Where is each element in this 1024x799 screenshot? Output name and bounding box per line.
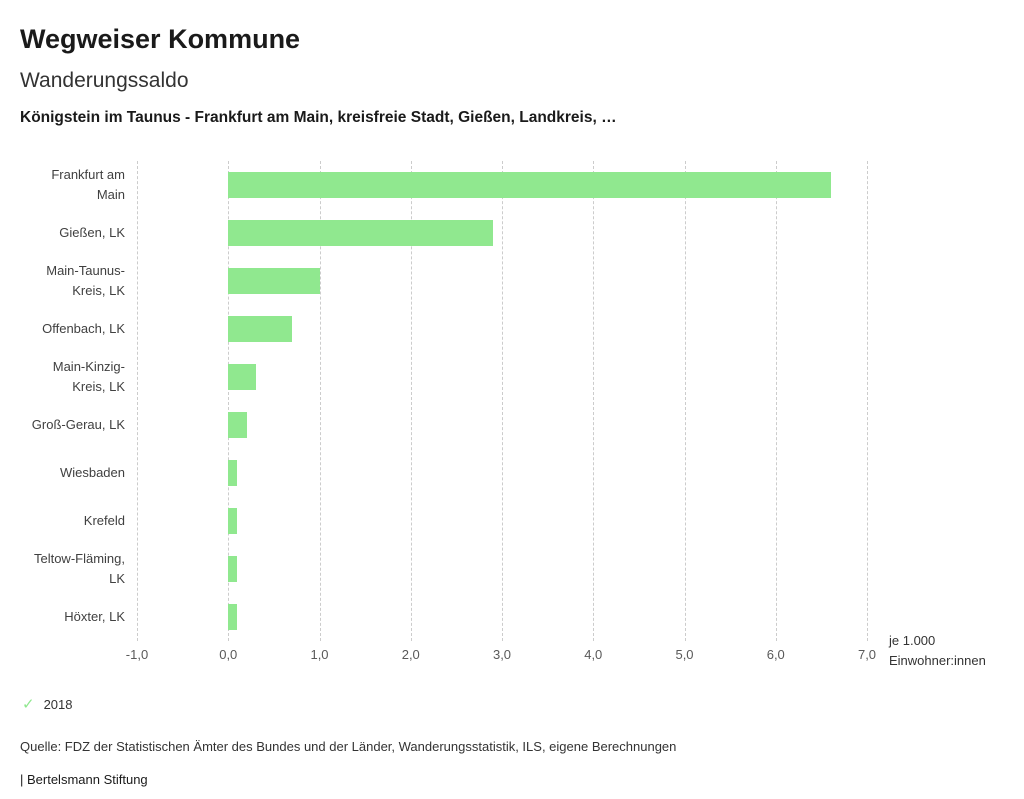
branding: | Bertelsmann Stiftung (20, 772, 148, 787)
bar[interactable] (228, 412, 247, 438)
x-axis-ticks: -1,0 0,0 1,0 2,0 3,0 4,0 5,0 6,0 7,0 (126, 647, 876, 673)
legend-year-label: 2018 (43, 696, 73, 712)
legend-year-toggle[interactable]: ✓ 2018 (22, 695, 73, 713)
gridline (137, 161, 138, 641)
gridline (410, 161, 412, 641)
x-tick-label: 1,0 (310, 647, 329, 662)
category-labels: Frankfurt am Main Gießen, LK Main-Taunus-K… (20, 161, 137, 673)
bar[interactable] (228, 604, 238, 630)
axis-unit-note: je 1.000 Einwohner:innen (889, 631, 986, 673)
gridline (775, 161, 777, 641)
gridline (867, 161, 868, 641)
bar[interactable] (228, 460, 238, 486)
bar[interactable] (228, 220, 493, 246)
category-label: Main-Taunus-Kreis, LK (46, 263, 125, 298)
gridline (228, 161, 230, 641)
gridline (684, 161, 686, 641)
category-label: Offenbach, LK (42, 321, 125, 336)
category-label: Main-Kinzig-Kreis, LK (52, 359, 125, 394)
category-label: Frankfurt am Main (51, 167, 125, 202)
plot-wrap: -1,0 0,0 1,0 2,0 3,0 4,0 5,0 6,0 7,0 (126, 161, 876, 673)
category-label: Gießen, LK (59, 225, 125, 240)
bar[interactable] (228, 172, 831, 198)
plot-area (137, 161, 868, 641)
bar[interactable] (228, 508, 238, 534)
check-icon: ✓ (22, 696, 35, 713)
x-tick-label: 6,0 (766, 647, 785, 662)
gridline (502, 161, 503, 641)
bar[interactable] (228, 316, 293, 342)
bar-chart: Frankfurt am Main Gießen, LK Main-Taunus-K… (20, 161, 1004, 673)
bar[interactable] (228, 268, 320, 294)
chart-title: Wanderungssaldo (20, 69, 189, 92)
category-label: Groß-Gerau, LK (31, 417, 125, 432)
app-title: Wegweiser Kommune (20, 24, 301, 54)
category-label: Teltow-Fläming, LK (33, 551, 125, 586)
x-tick-label: 3,0 (492, 647, 512, 662)
axis-unit-line2: Einwohner:innen (889, 653, 986, 668)
axis-unit-line1: je 1.000 (889, 633, 936, 648)
x-tick-label: 5,0 (675, 647, 694, 662)
chart-subtitle: Königstein im Taunus - Frankfurt am Main… (20, 109, 617, 126)
gridline (319, 161, 321, 641)
category-label: Wiesbaden (59, 465, 125, 480)
bar[interactable] (228, 556, 238, 582)
bar[interactable] (228, 364, 256, 390)
x-tick-label: 4,0 (584, 647, 603, 662)
gridline (593, 161, 595, 641)
x-tick-label: 0,0 (219, 647, 238, 662)
x-tick-label: -1,0 (125, 647, 149, 662)
category-label: Krefeld (83, 513, 125, 528)
x-tick-label: 7,0 (857, 647, 877, 662)
source-note: Quelle: FDZ der Statistischen Ämter des … (20, 739, 677, 754)
x-tick-label: 2,0 (401, 647, 420, 662)
category-label: Höxter, LK (64, 609, 125, 624)
